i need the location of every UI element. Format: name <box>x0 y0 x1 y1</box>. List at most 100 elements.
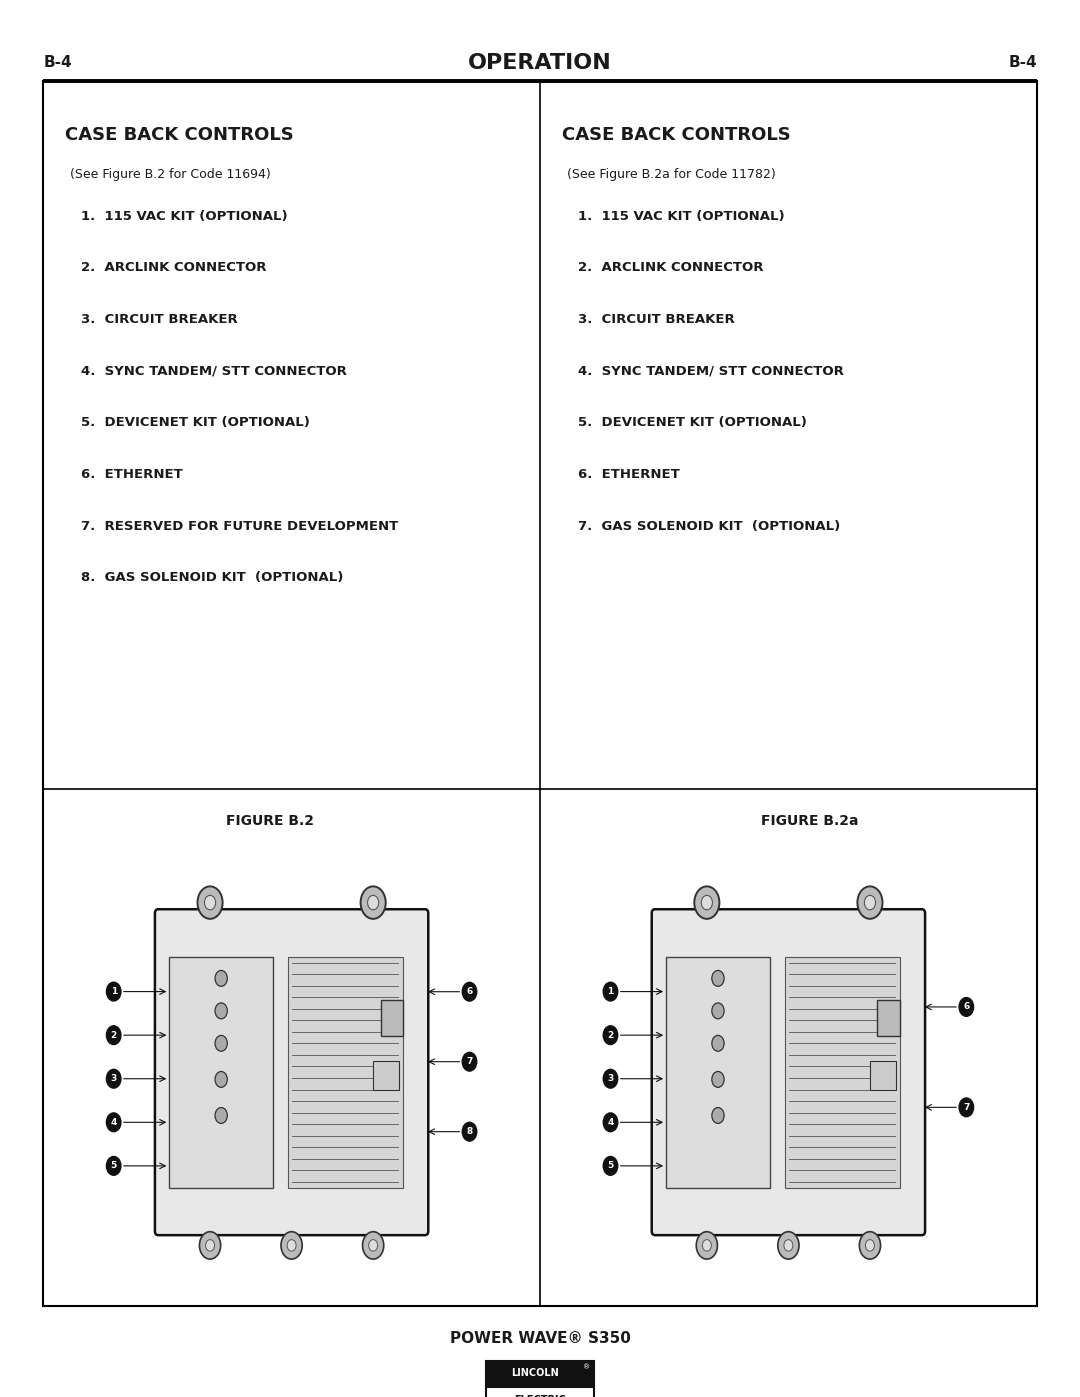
Text: LINCOLN: LINCOLN <box>511 1368 558 1379</box>
Circle shape <box>215 1108 227 1123</box>
Text: 2.  ARCLINK CONNECTOR: 2. ARCLINK CONNECTOR <box>81 261 267 274</box>
Text: 4: 4 <box>110 1118 117 1127</box>
Text: 1.  115 VAC KIT (OPTIONAL): 1. 115 VAC KIT (OPTIONAL) <box>81 210 287 222</box>
Circle shape <box>864 895 876 909</box>
Bar <box>666 957 770 1187</box>
Circle shape <box>198 886 222 919</box>
Text: OPERATION: OPERATION <box>468 53 612 73</box>
Bar <box>785 957 900 1187</box>
Text: 1: 1 <box>110 988 117 996</box>
Text: ®: ® <box>583 1363 591 1370</box>
Text: (See Figure B.2 for Code 11694): (See Figure B.2 for Code 11694) <box>70 168 271 180</box>
Circle shape <box>215 1071 227 1087</box>
FancyBboxPatch shape <box>651 909 926 1235</box>
Text: 6.  ETHERNET: 6. ETHERNET <box>578 468 679 481</box>
Circle shape <box>107 1157 121 1175</box>
Text: (See Figure B.2a for Code 11782): (See Figure B.2a for Code 11782) <box>567 168 775 180</box>
Bar <box>877 1000 900 1037</box>
Text: 3.  CIRCUIT BREAKER: 3. CIRCUIT BREAKER <box>578 313 734 326</box>
Text: 6: 6 <box>963 1003 970 1011</box>
Text: B-4: B-4 <box>1008 56 1037 70</box>
Circle shape <box>604 1113 618 1132</box>
Circle shape <box>361 886 386 919</box>
Circle shape <box>697 1232 717 1259</box>
Circle shape <box>694 886 719 919</box>
Circle shape <box>462 1122 476 1141</box>
Text: CASE BACK CONTROLS: CASE BACK CONTROLS <box>65 126 294 144</box>
Bar <box>486 1387 594 1397</box>
Circle shape <box>107 1069 121 1088</box>
Text: 5.  DEVICENET KIT (OPTIONAL): 5. DEVICENET KIT (OPTIONAL) <box>578 416 807 429</box>
Text: 6.  ETHERNET: 6. ETHERNET <box>81 468 183 481</box>
FancyBboxPatch shape <box>154 909 429 1235</box>
Circle shape <box>107 1113 121 1132</box>
Bar <box>374 1062 400 1090</box>
Circle shape <box>281 1232 302 1259</box>
Text: 7: 7 <box>467 1058 473 1066</box>
Text: 6: 6 <box>467 988 473 996</box>
Text: ELECTRIC: ELECTRIC <box>514 1394 566 1397</box>
Circle shape <box>215 1003 227 1018</box>
Text: POWER WAVE® S350: POWER WAVE® S350 <box>449 1331 631 1345</box>
Circle shape <box>712 1071 724 1087</box>
Bar <box>170 957 273 1187</box>
Circle shape <box>368 1239 378 1252</box>
Circle shape <box>205 1239 215 1252</box>
Circle shape <box>701 895 713 909</box>
Circle shape <box>778 1232 799 1259</box>
Circle shape <box>604 1157 618 1175</box>
Circle shape <box>462 982 476 1002</box>
Text: 1.  115 VAC KIT (OPTIONAL): 1. 115 VAC KIT (OPTIONAL) <box>578 210 784 222</box>
Text: 7.  RESERVED FOR FUTURE DEVELOPMENT: 7. RESERVED FOR FUTURE DEVELOPMENT <box>81 520 399 532</box>
Text: 1: 1 <box>607 988 613 996</box>
Circle shape <box>712 971 724 986</box>
Circle shape <box>860 1232 880 1259</box>
Text: FIGURE B.2: FIGURE B.2 <box>226 814 314 828</box>
Circle shape <box>363 1232 383 1259</box>
Text: 4.  SYNC TANDEM/ STT CONNECTOR: 4. SYNC TANDEM/ STT CONNECTOR <box>81 365 347 377</box>
Text: 2.  ARCLINK CONNECTOR: 2. ARCLINK CONNECTOR <box>578 261 764 274</box>
Text: 8: 8 <box>467 1127 473 1136</box>
Text: 2: 2 <box>110 1031 117 1039</box>
Circle shape <box>462 1052 476 1071</box>
Circle shape <box>215 971 227 986</box>
Circle shape <box>107 982 121 1002</box>
Circle shape <box>200 1232 220 1259</box>
Circle shape <box>858 886 882 919</box>
Text: FIGURE B.2a: FIGURE B.2a <box>761 814 859 828</box>
Circle shape <box>959 1098 973 1116</box>
Text: 7: 7 <box>963 1102 970 1112</box>
Text: 2: 2 <box>607 1031 613 1039</box>
Bar <box>486 1361 594 1386</box>
Circle shape <box>959 997 973 1016</box>
Text: 5: 5 <box>607 1161 613 1171</box>
Circle shape <box>215 1035 227 1052</box>
Circle shape <box>604 1025 618 1045</box>
Circle shape <box>367 895 379 909</box>
Text: 5: 5 <box>110 1161 117 1171</box>
Circle shape <box>784 1239 793 1252</box>
Bar <box>870 1062 896 1090</box>
Text: 3.  CIRCUIT BREAKER: 3. CIRCUIT BREAKER <box>81 313 238 326</box>
Circle shape <box>204 895 216 909</box>
Circle shape <box>604 1069 618 1088</box>
Text: 8.  GAS SOLENOID KIT  (OPTIONAL): 8. GAS SOLENOID KIT (OPTIONAL) <box>81 571 343 584</box>
Text: 7.  GAS SOLENOID KIT  (OPTIONAL): 7. GAS SOLENOID KIT (OPTIONAL) <box>578 520 840 532</box>
Circle shape <box>712 1003 724 1018</box>
Circle shape <box>107 1025 121 1045</box>
Circle shape <box>604 982 618 1002</box>
Circle shape <box>712 1035 724 1052</box>
Text: B-4: B-4 <box>43 56 72 70</box>
Text: 4.  SYNC TANDEM/ STT CONNECTOR: 4. SYNC TANDEM/ STT CONNECTOR <box>578 365 843 377</box>
Bar <box>43 81 1037 1306</box>
Circle shape <box>702 1239 712 1252</box>
Circle shape <box>712 1108 724 1123</box>
Text: 3: 3 <box>110 1074 117 1083</box>
Circle shape <box>865 1239 875 1252</box>
Text: CASE BACK CONTROLS: CASE BACK CONTROLS <box>562 126 791 144</box>
Circle shape <box>287 1239 296 1252</box>
Bar <box>288 957 403 1187</box>
Bar <box>380 1000 403 1037</box>
Text: 5.  DEVICENET KIT (OPTIONAL): 5. DEVICENET KIT (OPTIONAL) <box>81 416 310 429</box>
Text: 4: 4 <box>607 1118 613 1127</box>
